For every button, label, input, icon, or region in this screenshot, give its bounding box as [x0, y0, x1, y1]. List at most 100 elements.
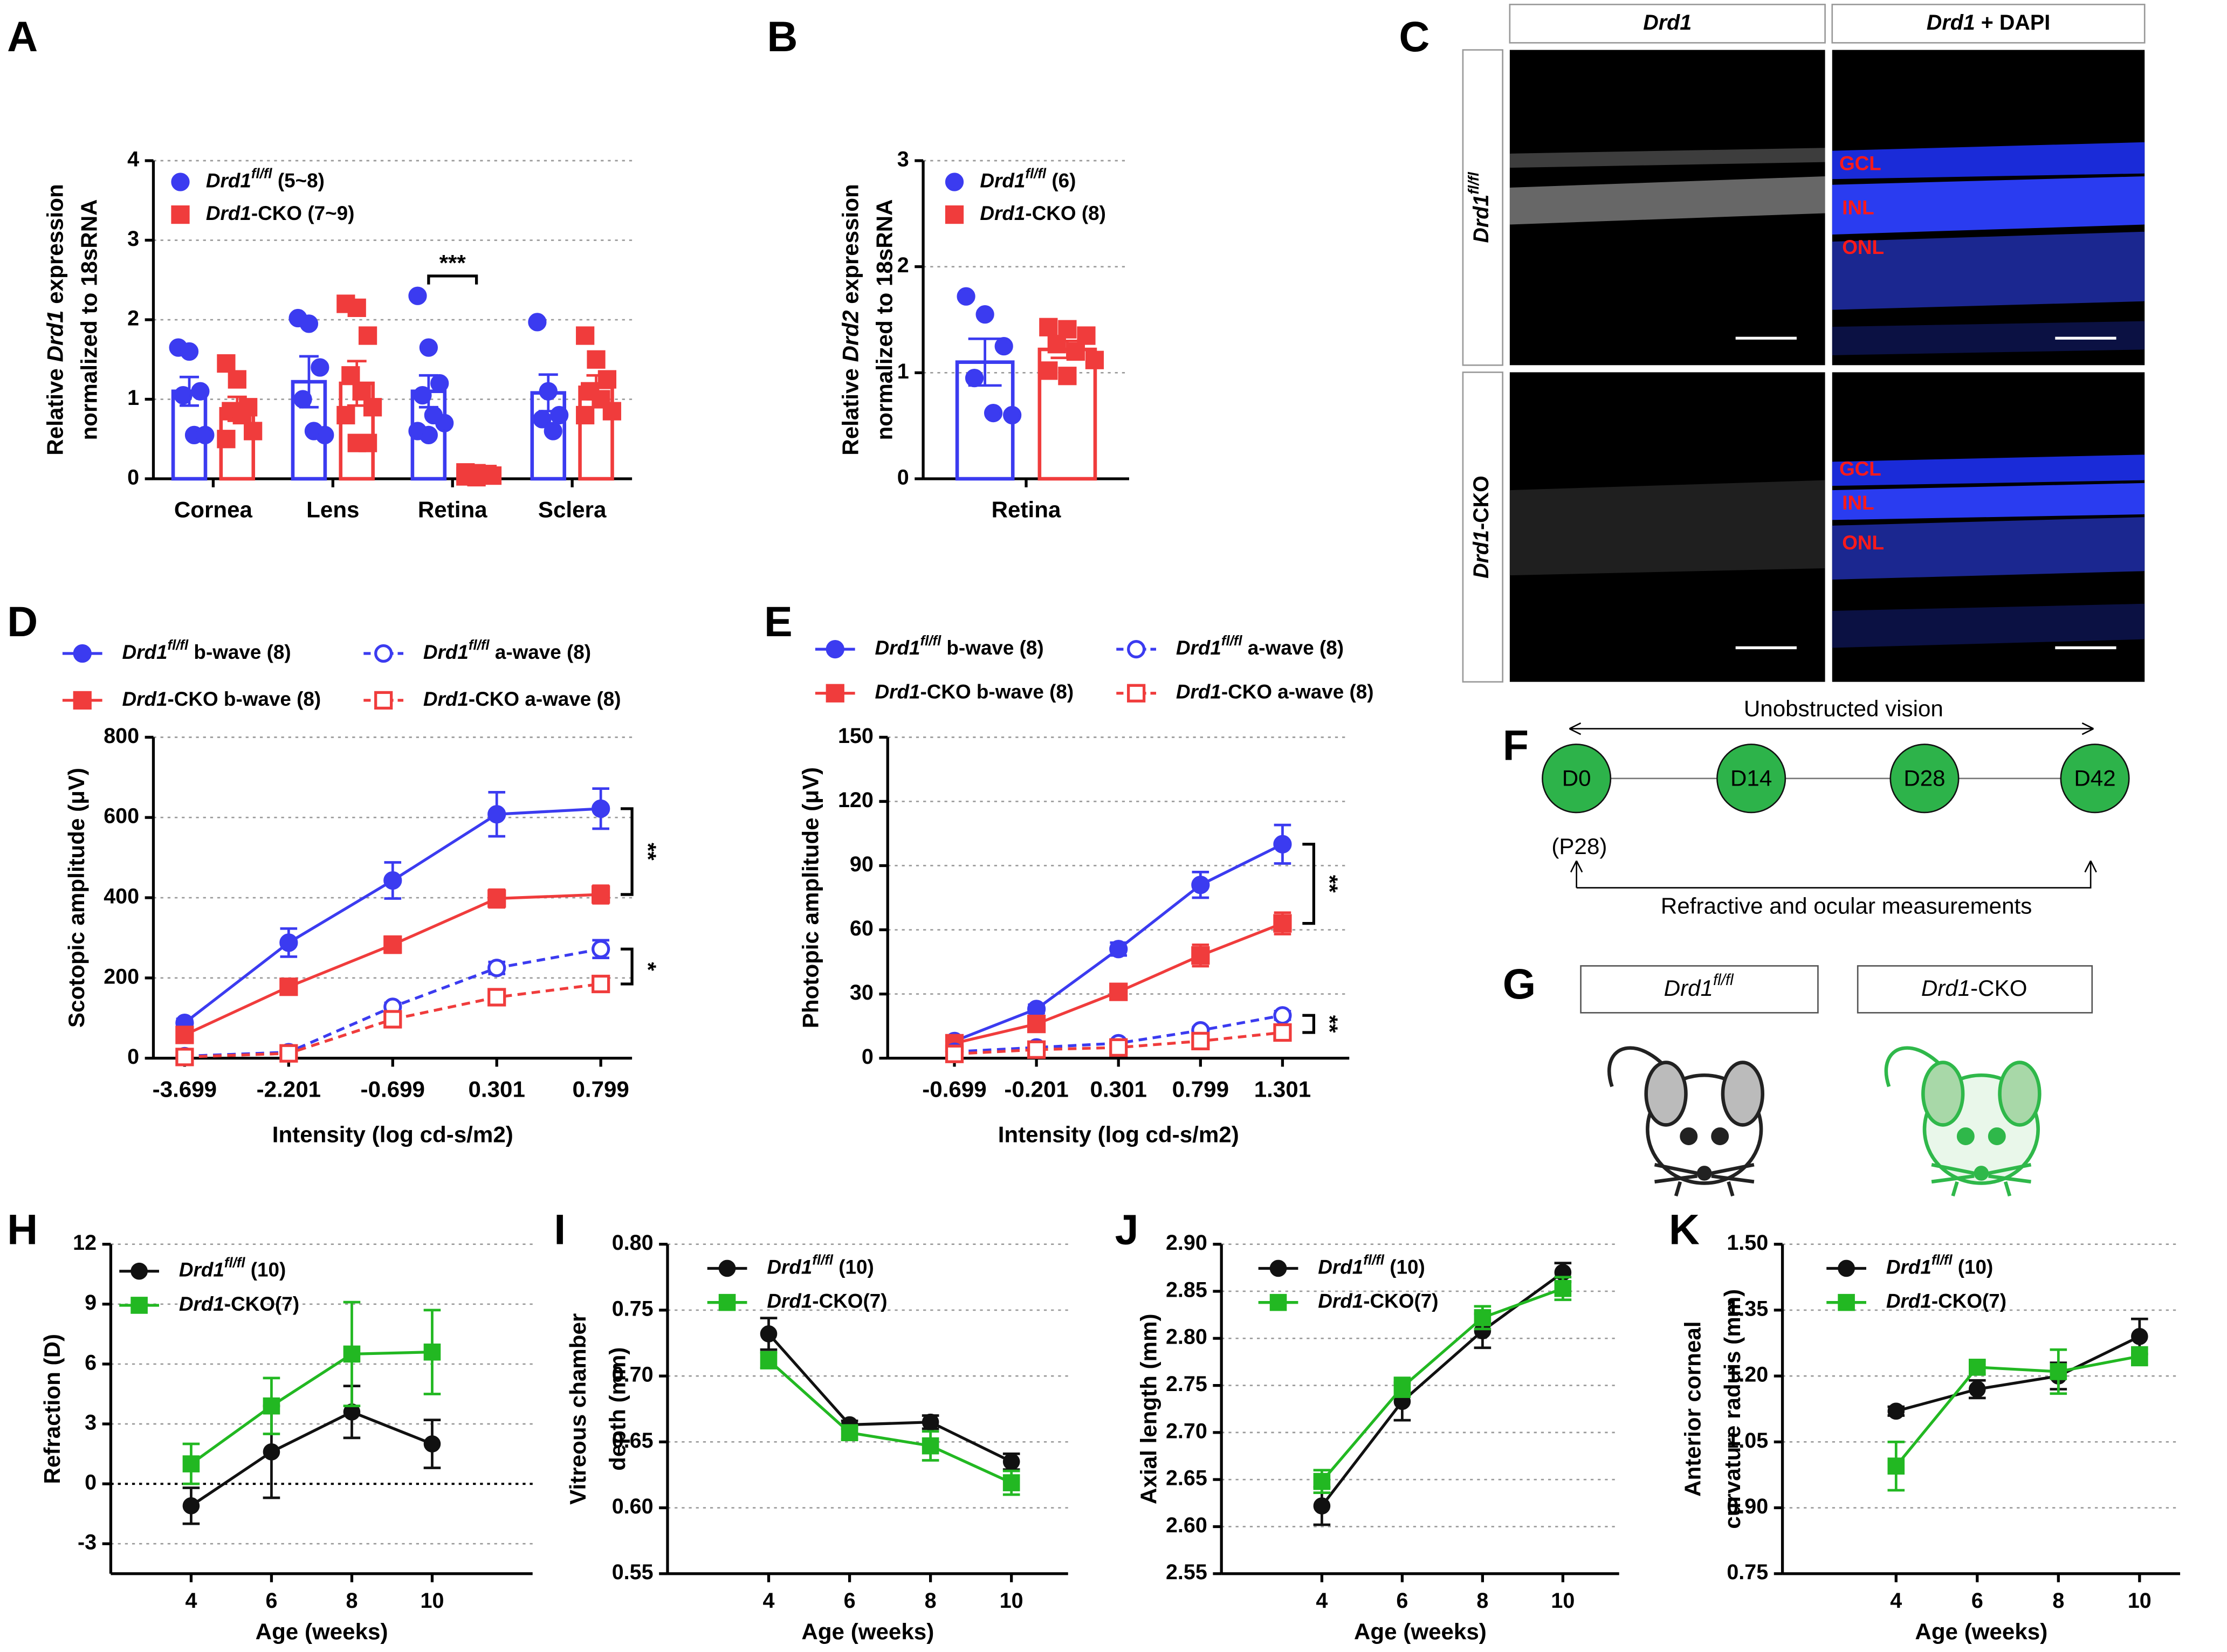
x-tick-label: 0.799 — [572, 1076, 629, 1102]
timeline-node — [1889, 744, 1960, 814]
legend-marker — [374, 644, 393, 663]
data-point — [487, 805, 506, 824]
data-point — [217, 354, 236, 373]
y-tick-label: 0 — [127, 1045, 139, 1069]
significance-label: ** — [635, 843, 661, 861]
data-point — [196, 425, 215, 445]
data-point — [1002, 1474, 1020, 1491]
node-label: D28 — [1903, 766, 1945, 791]
legend-marker — [1269, 1293, 1287, 1311]
column-header: Drd1 — [1643, 11, 1692, 35]
data-point — [408, 286, 427, 305]
panel-g: G Drd1fl/fl Drd1-CKO — [1503, 960, 2093, 1197]
panel-letter: H — [7, 1205, 38, 1253]
group-box — [1580, 965, 1819, 1014]
legend-marker — [945, 205, 964, 224]
y-tick-label: 0.55 — [612, 1560, 654, 1584]
data-point — [1109, 940, 1128, 959]
x-axis-label: Age (weeks) — [1915, 1619, 2047, 1644]
x-tick-label: -3.699 — [153, 1076, 217, 1102]
y-tick-label: 0.70 — [612, 1363, 654, 1387]
legend-marker — [826, 684, 844, 703]
data-point — [175, 1048, 194, 1066]
data-point — [1887, 1402, 1905, 1420]
x-tick-label: Retina — [418, 497, 487, 522]
data-point — [1077, 326, 1096, 345]
significance-label: ** — [1317, 1015, 1343, 1033]
y-tick-label: 3 — [897, 147, 909, 171]
layer-label: INL — [1842, 196, 1874, 218]
significance-label: *** — [439, 250, 466, 276]
data-point — [1969, 1380, 1986, 1398]
x-tick-label: -0.699 — [922, 1076, 986, 1102]
legend-label: Drd1fl/fl b-wave (8) — [875, 634, 1044, 659]
mouse-icon — [1884, 1046, 2042, 1197]
y-tick-label: 150 — [838, 724, 874, 748]
legend-marker — [1838, 1293, 1855, 1311]
x-tick-label: Lens — [306, 497, 359, 522]
y-tick-label: 1.20 — [1727, 1363, 1768, 1387]
legend-label: Drd1fl/fl (10) — [1886, 1252, 1993, 1278]
data-point — [533, 410, 552, 429]
legend-label: Drd1fl/fl a-wave (8) — [1176, 634, 1344, 659]
data-point — [341, 366, 360, 385]
x-tick-label: 8 — [2052, 1589, 2064, 1613]
data-point — [347, 298, 366, 318]
tissue-band — [1509, 480, 1825, 576]
legend-marker — [1127, 639, 1146, 659]
y-axis-label: Relative Drd1 expression — [42, 184, 67, 455]
data-point — [1066, 342, 1085, 361]
x-tick-label: Sclera — [538, 497, 607, 522]
legend-marker — [73, 691, 92, 710]
y-tick-label: 1.35 — [1727, 1297, 1768, 1320]
y-tick-label: 60 — [850, 917, 874, 940]
y-tick-label: 0 — [85, 1471, 97, 1495]
significance-bracket — [1302, 843, 1316, 925]
panel-letter: E — [764, 597, 793, 645]
legend-label: Drd1fl/fl (10) — [179, 1256, 286, 1281]
data-point — [1474, 1309, 1491, 1326]
y-tick-label: 3 — [127, 227, 139, 251]
legend-label: Drd1-CKO(7) — [1318, 1290, 1438, 1312]
x-tick-label: 6 — [1396, 1589, 1408, 1613]
data-point — [841, 1424, 858, 1442]
legend-marker — [1127, 684, 1146, 703]
y-tick-label: 0 — [897, 465, 909, 489]
data-point — [182, 1455, 200, 1472]
significance-label: ** — [1317, 875, 1343, 893]
legend-marker — [171, 205, 190, 224]
group-label: Drd1-CKO — [1921, 975, 2027, 1001]
data-point — [279, 978, 298, 996]
data-point — [383, 935, 402, 954]
data-point — [383, 871, 402, 890]
y-tick-label: 0.90 — [1727, 1495, 1768, 1518]
data-point — [191, 382, 210, 401]
x-tick-label: 4 — [1890, 1589, 1902, 1613]
x-tick-label: -0.699 — [361, 1076, 425, 1102]
data-point — [244, 422, 263, 440]
data-point — [760, 1325, 778, 1343]
timeline-label: Unobstructed vision — [1744, 696, 1943, 721]
data-point — [965, 369, 984, 388]
x-tick-label: Retina — [992, 497, 1061, 522]
legend-label: Drd1-CKO(7) — [767, 1290, 887, 1312]
row-header: Drd1-CKO — [1469, 476, 1493, 579]
data-point — [1554, 1279, 1572, 1297]
legend-marker — [73, 644, 92, 663]
timeline-node — [2060, 744, 2130, 814]
data-point — [487, 988, 506, 1007]
data-point — [576, 326, 595, 345]
significance-bracket — [621, 947, 634, 986]
panel-letter: C — [1399, 12, 1429, 60]
column-header-box — [1831, 3, 2146, 44]
data-point — [352, 382, 371, 401]
legend-label: Drd1-CKO b-wave (8) — [875, 680, 1074, 703]
data-point — [175, 1025, 194, 1044]
legend-label: Drd1fl/fl b-wave (8) — [122, 638, 291, 663]
legend-label: Drd1fl/fl (10) — [1318, 1252, 1425, 1278]
panel-c: C Drd1 Drd1 + DAPI Drd1fl/fl Drd1-CKO GC… — [1399, 3, 2146, 683]
y-axis-label: normalized to 18sRNA — [872, 199, 897, 440]
y-tick-label: 90 — [850, 852, 874, 876]
series-line — [1895, 1354, 2140, 1467]
panel-f: F Unobstructed vision D0 D14 D28 D42 (P2… — [1503, 696, 2130, 919]
